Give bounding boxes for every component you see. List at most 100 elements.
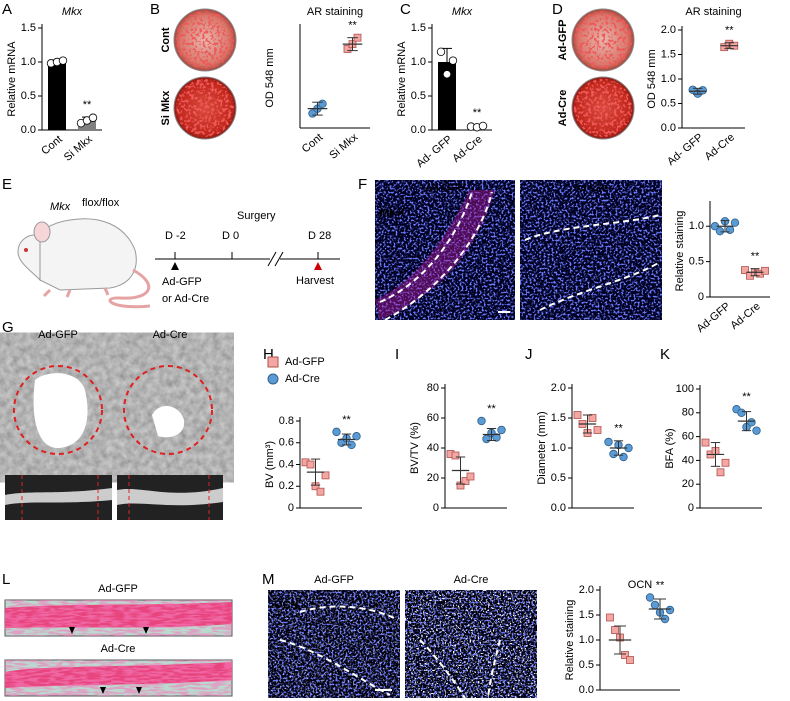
column-label: Ad-Cre	[454, 574, 489, 586]
data-point	[609, 449, 618, 459]
data-point	[477, 416, 486, 426]
data-point	[448, 56, 458, 65]
timeline	[155, 251, 340, 270]
y-tick-label: 80	[682, 407, 694, 419]
y-tick-label: 20	[427, 472, 439, 484]
y-tick-label: 2.0	[661, 24, 676, 36]
row-label: Ad-GFP	[98, 583, 138, 595]
x-tick-label: Si Mkx	[62, 133, 95, 164]
data-point	[645, 593, 655, 602]
chart: 0 20 40 60 80 100 BFA (%) **	[664, 383, 762, 514]
data-point	[306, 460, 315, 469]
data-point	[316, 487, 325, 496]
stain-label: MKX	[380, 207, 405, 219]
data-point	[478, 121, 488, 131]
injection-label: Ad-GFP	[162, 276, 202, 288]
chart: OD 548 mm AR staining Cont Si Mkx **	[264, 6, 370, 162]
data-point	[741, 266, 749, 275]
y-axis-label: Relative staining	[564, 600, 576, 681]
y-tick-label: 1.0	[551, 442, 566, 454]
x-tick-label: Cont	[300, 131, 326, 155]
data-point	[626, 656, 634, 664]
data-point	[436, 47, 446, 56]
y-tick-label: 1.0	[661, 73, 676, 85]
day-label: D -2	[165, 230, 186, 242]
legend-marker	[267, 373, 279, 385]
data-point	[318, 99, 327, 109]
data-point	[606, 613, 614, 622]
harvest-label: Harvest	[296, 275, 334, 287]
column-label: Ad-GFP	[425, 182, 465, 194]
data-point	[492, 433, 501, 442]
y-tick-label: 0.5	[551, 472, 566, 484]
x-tick-label: Ad-Cre	[728, 300, 762, 332]
y-tick-label: 0.0	[551, 502, 566, 514]
mouse-illustration	[17, 218, 151, 309]
y-tick-label: 2.0	[579, 584, 594, 596]
gene-label: Mkx	[50, 201, 71, 213]
data-point	[621, 651, 629, 659]
ocn-images	[268, 590, 537, 699]
significance: **	[742, 391, 751, 403]
y-tick-label: 1.0	[411, 56, 426, 68]
y-tick-label: 60	[427, 412, 439, 424]
panel-letter: D	[552, 1, 563, 18]
significance: **	[656, 579, 665, 591]
injection-label: or Ad-Cre	[162, 293, 209, 305]
y-tick-label: 0.0	[579, 684, 594, 696]
y-tick-label: 1.0	[689, 220, 704, 232]
x-tick-label: Ad-GFP	[695, 300, 733, 335]
y-axis-label: Diameter (mm)	[536, 411, 548, 484]
y-tick-label: 0.2	[279, 480, 294, 492]
y-axis-label: OD 548 mm	[264, 48, 276, 107]
ct-images	[5, 345, 223, 520]
data-point	[451, 451, 460, 460]
legend-marker	[267, 356, 279, 368]
data-point	[611, 626, 619, 634]
data-point	[698, 86, 707, 95]
data-point	[573, 411, 582, 419]
x-tick-label: Ad- GFP	[414, 133, 454, 170]
data-point	[725, 225, 735, 234]
chart-title: AR staining	[685, 6, 741, 18]
y-tick-label: 1.5	[411, 22, 426, 34]
y-tick-label: 0.6	[279, 437, 294, 449]
y-axis-label: BV (mm³)	[264, 441, 276, 488]
y-axis-label: BV/TV (%)	[409, 422, 421, 474]
column-label: Ad-Cre	[153, 329, 188, 341]
row-label: Si Mkx	[160, 90, 172, 126]
data-point	[716, 468, 725, 477]
legend-label: Ad-GFP	[285, 356, 325, 368]
chart: 0.0 0.5 1.0 1.5 2.0 Diameter (mm) **	[536, 382, 634, 514]
y-tick-label: 60	[682, 431, 694, 443]
data-point	[730, 218, 740, 227]
x-tick-label: Ad-Cre	[450, 133, 484, 165]
y-tick-label: 0.5	[411, 90, 426, 102]
y-tick-label: 1.5	[551, 412, 566, 424]
panel-letter: K	[660, 346, 670, 363]
data-point	[343, 45, 352, 53]
data-point	[604, 437, 613, 447]
significance: **	[725, 25, 734, 37]
data-point	[752, 426, 761, 435]
significance: **	[487, 403, 496, 415]
row-label: Cont	[160, 27, 172, 52]
stain-label: OCN	[274, 599, 299, 611]
significance: **	[614, 423, 623, 435]
data-point	[650, 600, 660, 610]
y-tick-label: 0.0	[21, 124, 36, 136]
data-point	[466, 472, 475, 481]
y-tick-label: 20	[682, 478, 694, 490]
y-axis-label: Relative mRNA	[6, 41, 18, 117]
y-tick-label: 40	[427, 442, 439, 454]
surgery-label: Surgery	[237, 210, 276, 222]
panel-letter: H	[263, 346, 274, 363]
fluorescence-images	[375, 180, 662, 321]
day-label: D 0	[222, 230, 239, 242]
y-tick-label: 1.5	[21, 22, 36, 34]
y-axis-label: Relative staining	[674, 211, 686, 292]
panel-letter: I	[395, 346, 399, 363]
